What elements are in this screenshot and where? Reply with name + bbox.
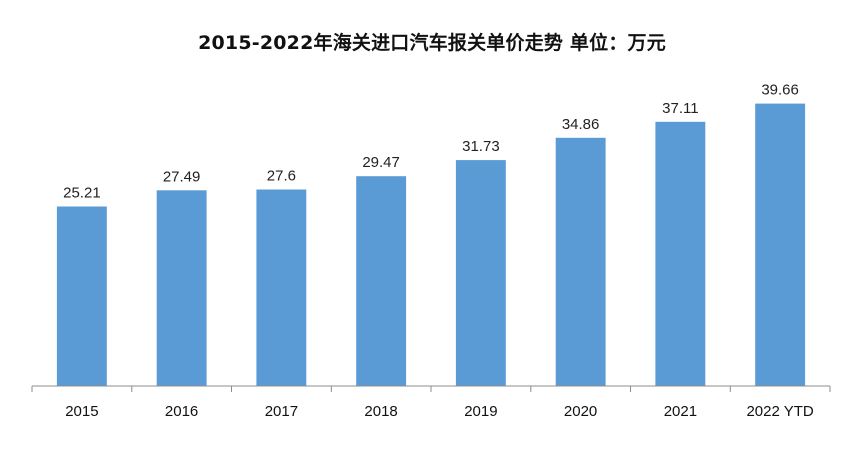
bars-layer [56, 103, 806, 387]
bar-2019 [455, 160, 506, 386]
bar-2015 [56, 206, 107, 386]
bar-2022-ytd [755, 103, 806, 386]
bar-2016 [156, 190, 207, 386]
x-tick-label-2020: 2020 [564, 403, 597, 420]
x-tick-label-2017: 2017 [265, 403, 298, 420]
x-tick-label-2022-ytd: 2022 YTD [746, 403, 813, 420]
data-label-2017: 27.6 [267, 168, 296, 185]
data-label-2019: 31.73 [462, 138, 500, 155]
bar-2020 [555, 137, 606, 386]
x-tick-label-2019: 2019 [464, 403, 497, 420]
x-tick-label-2018: 2018 [364, 403, 397, 420]
bar-2018 [356, 176, 407, 386]
chart-title: 2015-2022年海关进口汽车报关单价走势 单位：万元 [198, 32, 666, 54]
data-label-2021: 37.11 [662, 100, 698, 117]
data-label-2016: 27.49 [163, 168, 201, 185]
data-labels-layer: 25.21 27.49 27.6 29.47 31.73 34.86 37.11 39.66 [63, 82, 799, 202]
data-label-2018: 29.47 [362, 154, 400, 171]
data-label-2020: 34.86 [562, 116, 600, 133]
data-label-2022-ytd: 39.66 [761, 82, 799, 99]
bar-2021 [655, 121, 706, 387]
x-tick-label-2016: 2016 [165, 403, 198, 420]
x-tick-label-2015: 2015 [65, 403, 98, 420]
x-tick-label-2021: 2021 [664, 403, 697, 420]
x-axis: 2015 2016 2017 2018 2019 2020 2021 2022 YTD [31, 385, 831, 420]
bar-2017 [256, 189, 307, 386]
data-label-2015: 25.21 [63, 185, 101, 202]
